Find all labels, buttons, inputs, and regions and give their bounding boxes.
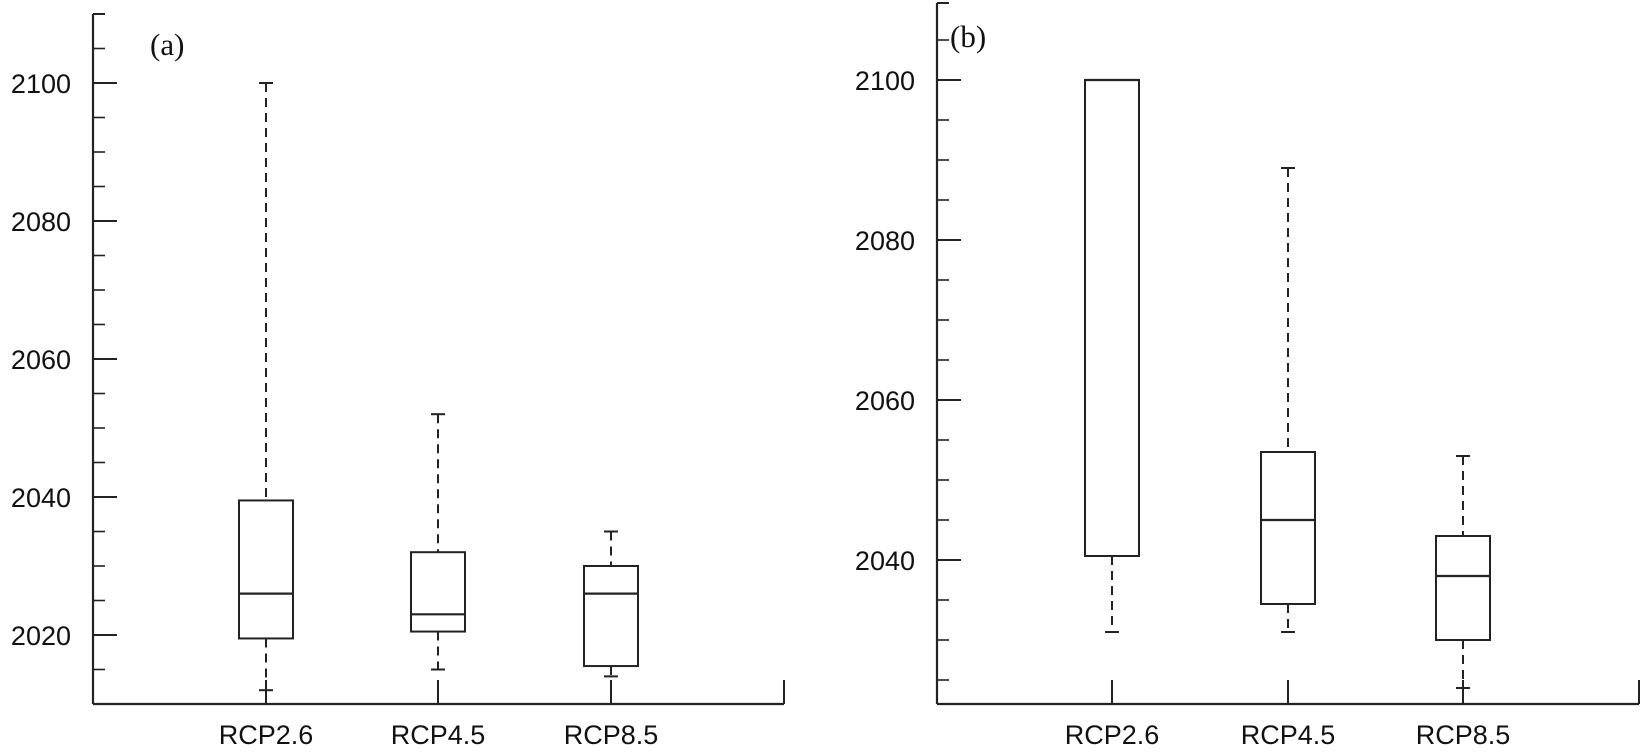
y-tick-label: 2040 <box>11 483 71 513</box>
x-category-label: RCP2.6 <box>1065 720 1160 750</box>
box-rcp8-5: RCP8.5 <box>1416 455 1511 750</box>
y-tick-label: 2060 <box>855 386 915 416</box>
x-category-label: RCP4.5 <box>391 720 486 750</box>
box-rcp2-6: RCP2.6 <box>219 82 314 750</box>
iqr-box <box>583 565 639 668</box>
x-category-label: RCP4.5 <box>1241 720 1336 750</box>
box-rcp2-6: RCP2.6 <box>1065 78 1160 750</box>
y-tick-label: 2040 <box>855 546 915 576</box>
x-category-label: RCP8.5 <box>564 720 659 750</box>
box-rcp8-5: RCP8.5 <box>564 530 659 750</box>
box-rcp4-5: RCP4.5 <box>391 413 486 750</box>
y-tick-label: 2100 <box>11 69 71 99</box>
y-tick-label: 2100 <box>855 66 915 96</box>
panel-label: (a) <box>150 27 184 62</box>
y-tick-label: 2060 <box>11 345 71 375</box>
panel-b-boxplot: 2040 2060 2080 2100 (b) RCP2.6 RCP4.5 RCP8.5 <box>855 2 1640 750</box>
y-tick-label: 2080 <box>11 207 71 237</box>
x-category-label: RCP8.5 <box>1416 720 1511 750</box>
panel-label: (b) <box>950 19 986 54</box>
iqr-box <box>238 499 294 640</box>
iqr-box <box>410 551 466 633</box>
iqr-box <box>1260 451 1316 605</box>
box-rcp4-5: RCP4.5 <box>1241 167 1336 750</box>
panel-a-boxplot: 2020 2040 2060 2080 2100 (a) RCP2.6 RCP4.5 RCP8.… <box>11 13 785 750</box>
y-tick-label: 2020 <box>11 621 71 651</box>
y-tick-label: 2080 <box>855 226 915 256</box>
iqr-box <box>1435 535 1491 641</box>
x-category-label: RCP2.6 <box>219 720 314 750</box>
iqr-box <box>1084 79 1140 557</box>
